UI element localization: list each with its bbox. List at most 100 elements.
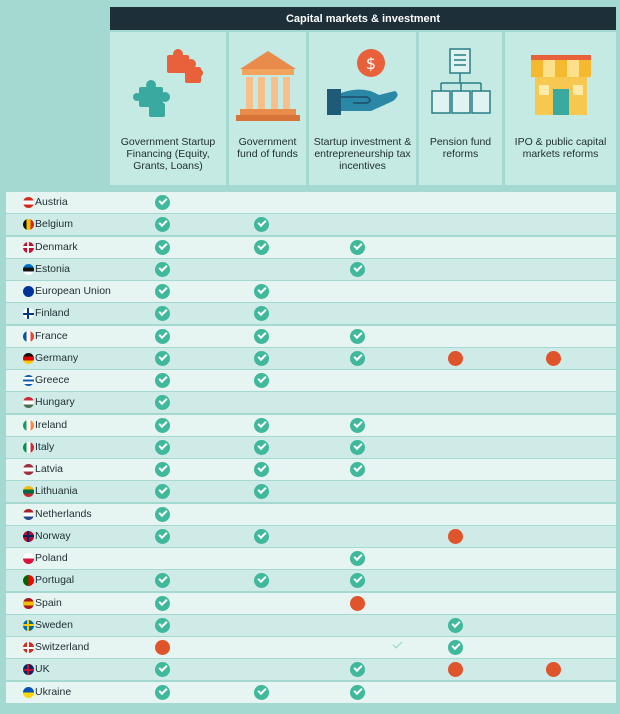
table-row: Germany xyxy=(6,347,616,369)
check-circle-icon xyxy=(155,662,170,678)
check-circle-icon xyxy=(254,528,269,544)
country-name: France xyxy=(35,329,68,342)
country-name: Ireland xyxy=(35,418,68,431)
column-label: Government Startup Financing (Equity, Gr… xyxy=(120,136,216,172)
country-name: Denmark xyxy=(35,240,78,253)
table-row: Ireland xyxy=(6,414,616,436)
check-circle-icon xyxy=(350,684,365,700)
check-circle-icon xyxy=(350,261,365,277)
flag-icon xyxy=(23,352,34,364)
country-name: Portugal xyxy=(35,574,75,587)
check-circle-icon xyxy=(155,195,170,210)
check-circle-icon xyxy=(254,484,269,500)
check-circle-icon xyxy=(155,284,170,299)
country-name: UK xyxy=(35,663,50,676)
check-circle-icon xyxy=(155,328,170,344)
table-row: Italy xyxy=(6,436,616,458)
faint-check-icon xyxy=(392,638,403,649)
check-circle-icon xyxy=(350,439,365,455)
table-row: Ukraine xyxy=(6,681,616,703)
check-circle-icon xyxy=(350,350,365,366)
column-header-fund-of-funds: Government fund of funds xyxy=(229,32,306,185)
country-name: Italy xyxy=(35,440,55,453)
flag-icon xyxy=(23,263,34,275)
check-circle-icon xyxy=(448,617,463,633)
check-circle-icon xyxy=(350,328,365,344)
check-circle-icon xyxy=(155,462,170,477)
table-row: Hungary xyxy=(6,392,616,414)
storefront-icon xyxy=(505,40,616,130)
flag-icon xyxy=(23,486,34,498)
country-name: Ukraine xyxy=(35,685,72,698)
check-circle-icon xyxy=(254,350,269,366)
column-header-ipo-reforms: IPO & public capital markets reforms xyxy=(505,32,616,185)
check-circle-icon xyxy=(155,217,170,233)
check-circle-icon xyxy=(448,640,463,655)
country-name: Spain xyxy=(35,596,62,609)
table-row: Finland xyxy=(6,303,616,325)
flag-icon xyxy=(23,686,34,698)
planned-dot-icon xyxy=(448,528,463,544)
table-row: Portugal xyxy=(6,570,616,592)
flag-icon xyxy=(23,419,34,431)
flag-icon xyxy=(23,464,34,475)
planned-dot-icon xyxy=(448,350,463,366)
column-label: Pension fund reforms xyxy=(429,136,492,160)
check-circle-icon xyxy=(155,395,170,411)
bank-building-icon xyxy=(229,40,306,130)
check-circle-icon xyxy=(254,373,269,388)
country-name: Germany xyxy=(35,351,79,364)
flag-icon xyxy=(23,553,34,564)
country-name: European Union xyxy=(35,285,111,297)
table-row: France xyxy=(6,325,616,347)
check-circle-icon xyxy=(155,573,170,589)
table-row: Poland xyxy=(6,548,616,569)
planned-dot-icon xyxy=(448,662,463,678)
country-name: Switzerland xyxy=(35,641,90,653)
check-circle-icon xyxy=(350,551,365,566)
table-row: Sweden xyxy=(6,614,616,636)
check-circle-icon xyxy=(155,373,170,388)
planned-dot-icon xyxy=(546,662,561,678)
check-circle-icon xyxy=(155,484,170,500)
flag-icon xyxy=(23,397,34,409)
flag-icon xyxy=(23,619,34,631)
flag-icon xyxy=(23,330,34,342)
flag-icon xyxy=(23,197,34,208)
column-header-tax-incentives: $ Startup investment & entrepreneurship … xyxy=(309,32,416,185)
section-header: Capital markets & investment xyxy=(110,7,616,30)
check-circle-icon xyxy=(155,350,170,366)
check-circle-icon xyxy=(155,239,170,255)
planned-dot-icon xyxy=(350,595,365,611)
flag-icon xyxy=(23,375,34,386)
country-name: Sweden xyxy=(35,618,73,631)
flag-icon xyxy=(23,508,34,520)
planned-dot-icon xyxy=(155,640,170,655)
country-name: Austria xyxy=(35,196,68,208)
check-circle-icon xyxy=(254,284,269,299)
column-label: Startup investment & entrepreneurship ta… xyxy=(313,136,412,172)
check-circle-icon xyxy=(254,217,269,233)
table-row: Norway xyxy=(6,525,616,547)
hand-coin-icon: $ xyxy=(309,40,416,130)
check-circle-icon xyxy=(350,573,365,589)
check-circle-icon xyxy=(155,684,170,700)
flag-icon xyxy=(23,530,34,542)
country-name: Latvia xyxy=(35,463,64,475)
country-name: Finland xyxy=(35,307,70,320)
check-circle-icon xyxy=(155,417,170,433)
table-row: Netherlands xyxy=(6,503,616,525)
check-circle-icon xyxy=(254,306,269,322)
table-row: Greece xyxy=(6,370,616,391)
check-circle-icon xyxy=(350,239,365,255)
table-row: Estonia xyxy=(6,258,616,280)
flag-icon xyxy=(23,664,34,676)
flag-icon xyxy=(23,219,34,231)
country-name: Belgium xyxy=(35,218,73,231)
check-circle-icon xyxy=(254,439,269,455)
column-label: Government fund of funds xyxy=(237,136,298,160)
table-row: Spain xyxy=(6,592,616,614)
check-circle-icon xyxy=(254,239,269,255)
check-circle-icon xyxy=(155,261,170,277)
flag-icon xyxy=(23,642,34,653)
